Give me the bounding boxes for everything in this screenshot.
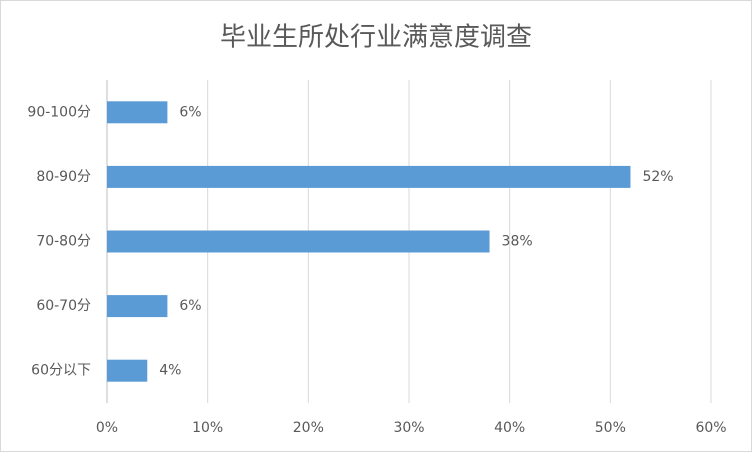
bar <box>107 165 631 188</box>
value-label: 52% <box>642 169 673 185</box>
x-tick-label: 40% <box>494 420 525 436</box>
value-label: 6% <box>179 298 201 314</box>
y-tick-label: 60分以下 <box>31 363 91 379</box>
value-label: 6% <box>179 104 201 120</box>
x-tick-label: 0% <box>96 420 118 436</box>
y-tick-label: 90-100分 <box>27 104 91 120</box>
y-tick-label: 60-70分 <box>36 298 91 314</box>
y-tick-label: 80-90分 <box>36 169 91 185</box>
bar <box>107 230 490 253</box>
x-tick-label: 30% <box>393 420 424 436</box>
y-tick-label: 70-80分 <box>36 234 91 250</box>
value-label: 4% <box>159 363 181 379</box>
value-label: 38% <box>502 234 533 250</box>
x-tick-label: 10% <box>192 420 223 436</box>
bar <box>107 359 148 382</box>
x-tick-label: 60% <box>695 420 726 436</box>
chart-title: 毕业生所处行业满意度调查 <box>220 23 532 53</box>
bar <box>107 295 168 318</box>
bar <box>107 101 168 124</box>
x-tick-label: 50% <box>595 420 626 436</box>
x-tick-label: 20% <box>293 420 324 436</box>
